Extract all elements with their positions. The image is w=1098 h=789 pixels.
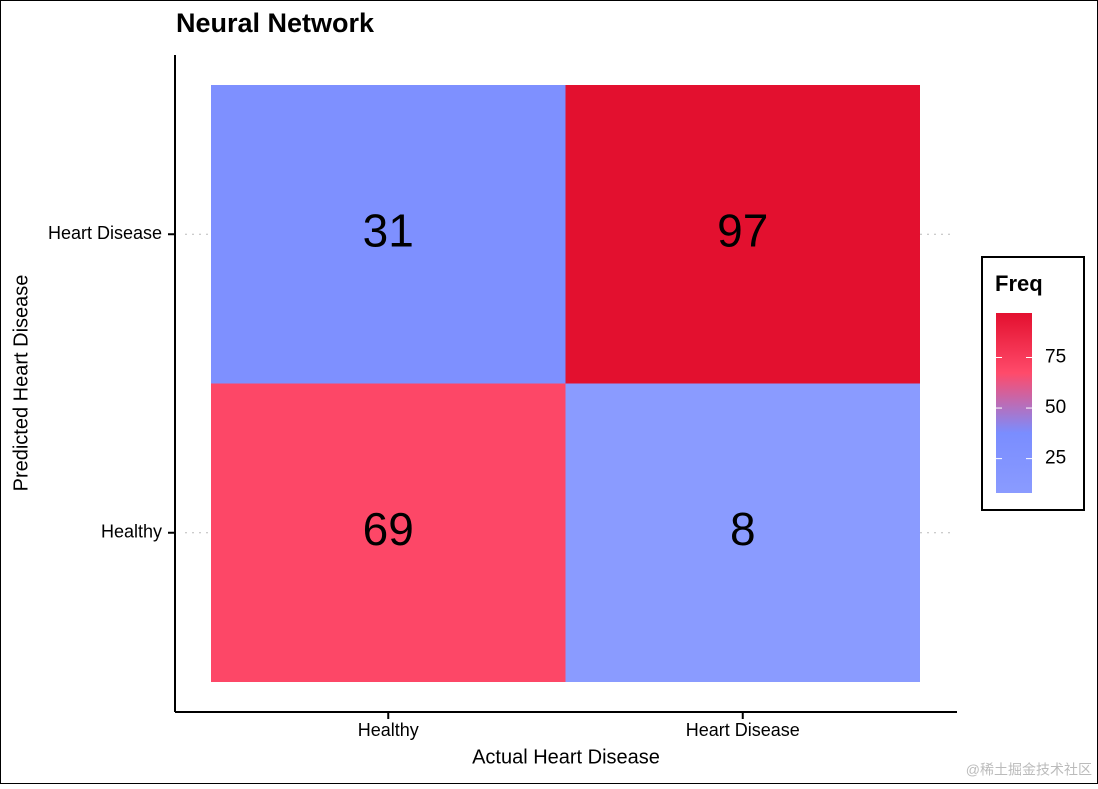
cell-label: 8 <box>730 503 756 555</box>
x-tick-label: Heart Disease <box>686 720 800 740</box>
colorbar-tick-label: 75 <box>1045 347 1066 368</box>
cell-label: 31 <box>363 204 414 256</box>
cell-label: 69 <box>363 503 414 555</box>
heatmap-cell <box>565 383 920 682</box>
y-tick-label: Healthy <box>101 522 162 542</box>
x-tick-label: Healthy <box>358 720 419 740</box>
y-tick-label: Heart Disease <box>48 223 162 243</box>
colorbar-tick-label: 50 <box>1045 397 1066 418</box>
cell-label: 97 <box>717 204 768 256</box>
heatmap-cell <box>211 383 566 682</box>
colorbar <box>996 313 1032 493</box>
y-axis-label: Predicted Heart Disease <box>10 275 32 492</box>
watermark: @稀土掘金技术社区 <box>966 762 1092 778</box>
heatmap-cell <box>211 85 566 384</box>
legend-title: Freq <box>995 271 1043 296</box>
heatmap-cell <box>565 85 920 384</box>
x-axis-label: Actual Heart Disease <box>472 746 660 768</box>
chart-title: Neural Network <box>176 8 375 38</box>
colorbar-tick-label: 25 <box>1045 448 1066 469</box>
